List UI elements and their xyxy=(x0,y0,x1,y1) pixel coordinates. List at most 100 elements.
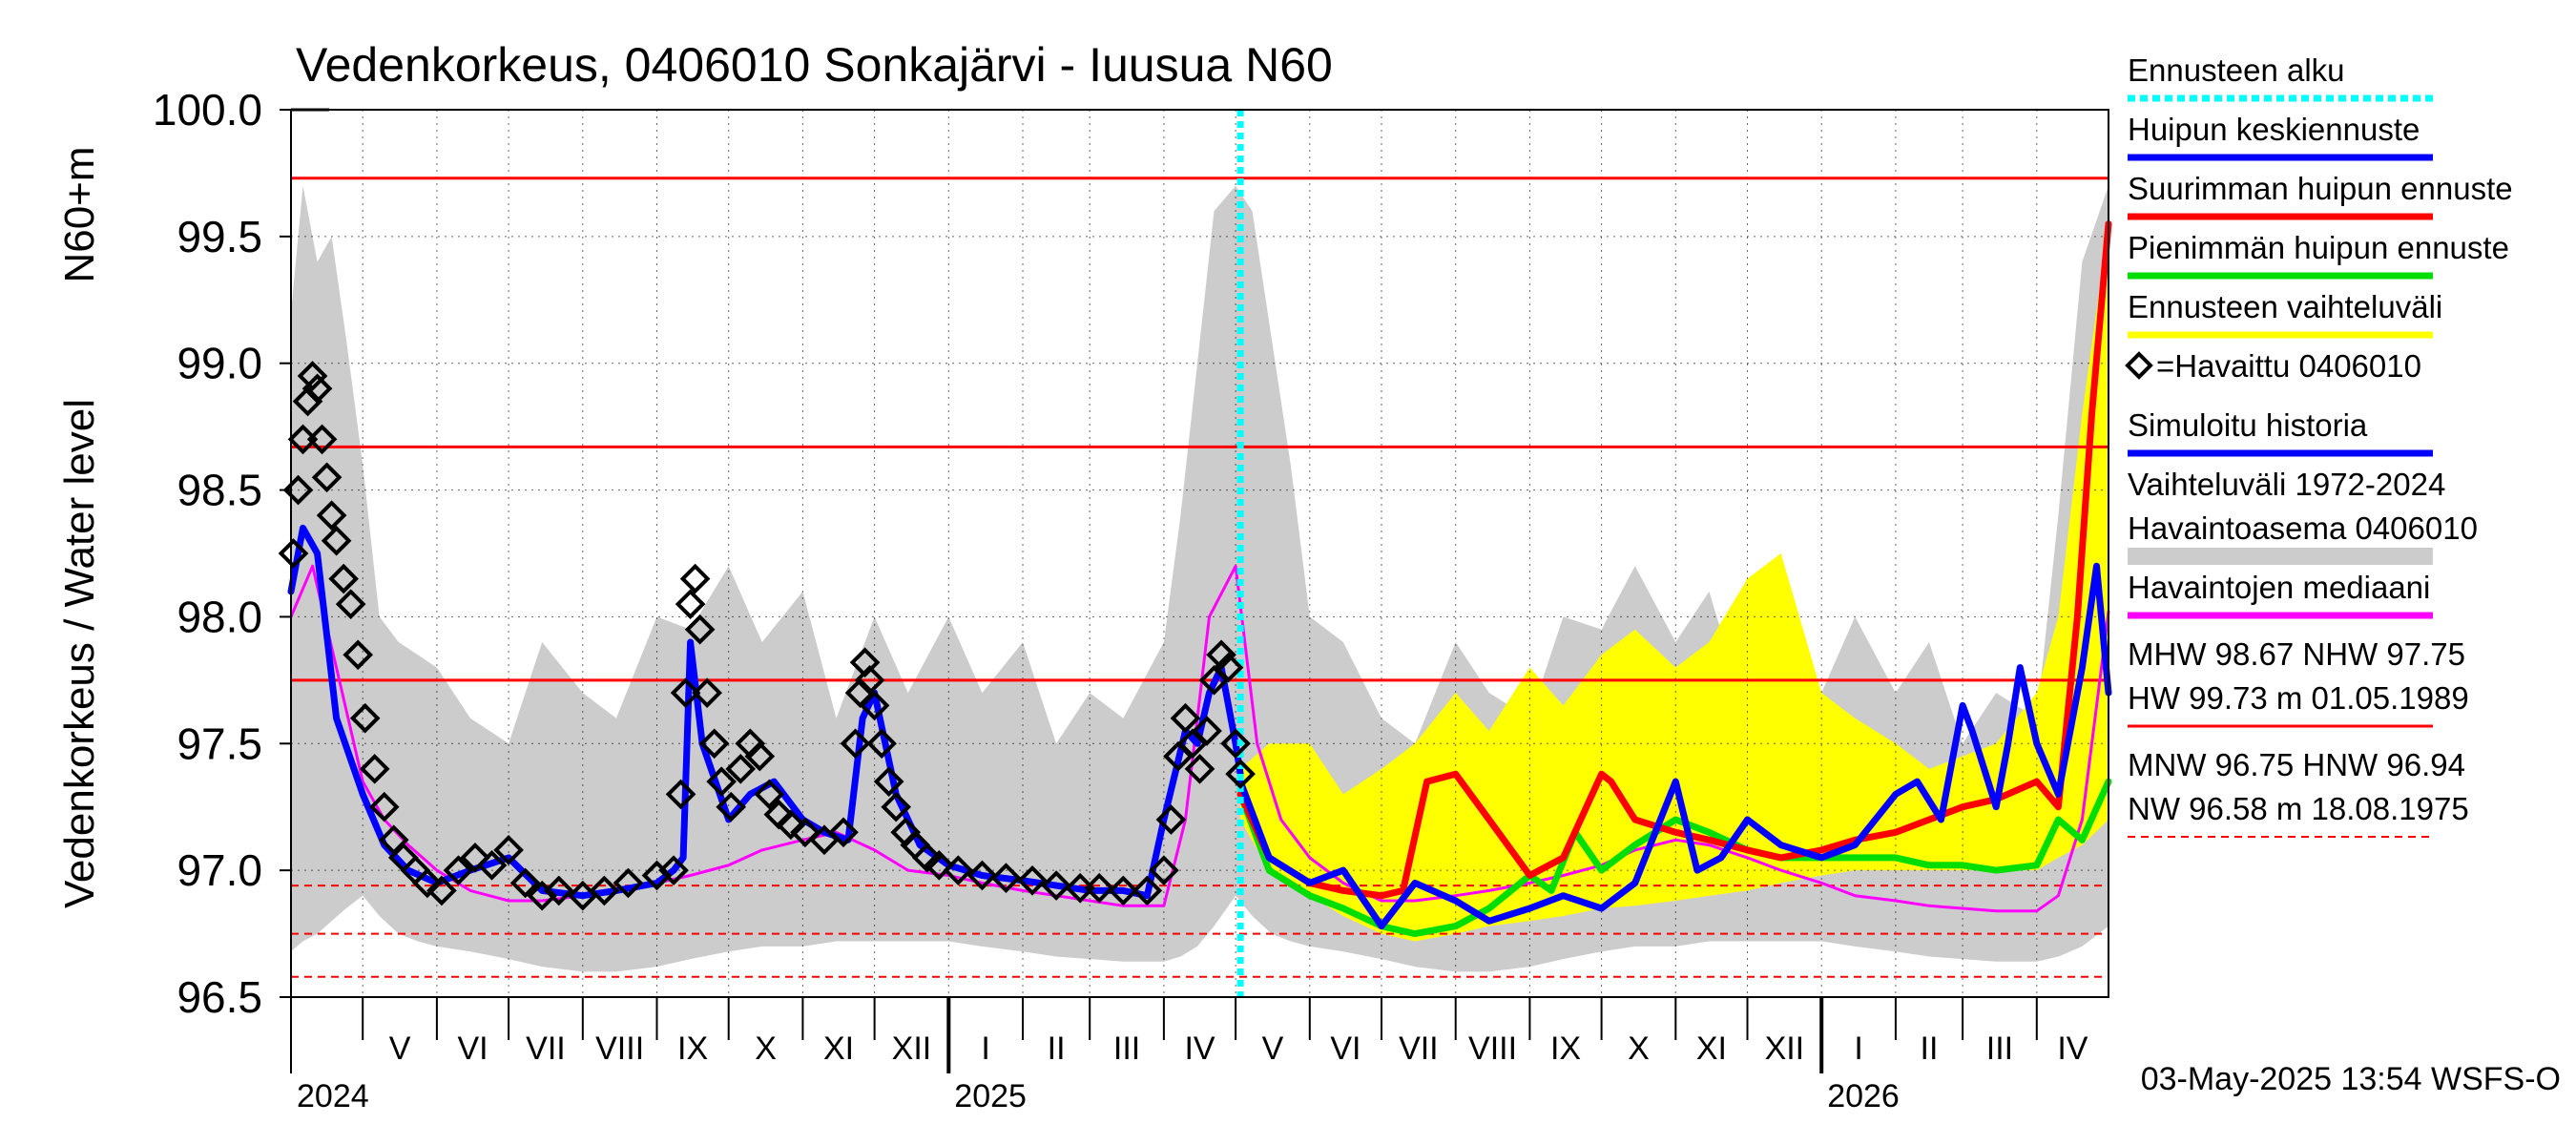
observed-marker xyxy=(911,843,943,873)
observed-marker xyxy=(754,779,785,810)
legend-label-ennusteen-alku: Ennusteen alku xyxy=(2128,52,2345,88)
observed-marker xyxy=(665,779,696,810)
observed-marker xyxy=(613,867,644,899)
observed-marker xyxy=(924,850,955,881)
observed-marker xyxy=(349,702,381,734)
month-label: II xyxy=(1048,1030,1066,1067)
observed-markers-layer xyxy=(278,361,1256,911)
legend-label-simuloitu-historia: Simuloitu historia xyxy=(2128,407,2368,443)
observed-marker xyxy=(359,754,390,784)
legend-label-havaittu-0406010: =Havaittu 0406010 xyxy=(2156,348,2421,384)
y-tick-label: 97.0 xyxy=(177,845,262,895)
legend-stat-label: MNW 96.75 HNW 96.94 xyxy=(2128,747,2465,782)
observed-marker xyxy=(460,843,490,873)
month-label: IV xyxy=(2057,1030,2088,1067)
observed-marker xyxy=(443,855,474,885)
observed-marker xyxy=(828,817,859,848)
month-label: VII xyxy=(526,1030,566,1067)
observed-marker xyxy=(706,766,737,797)
legend-label-havaintojen-mediaani: Havaintojen mediaani xyxy=(2128,570,2430,605)
y-tick-label: 99.0 xyxy=(177,339,262,388)
observed-marker xyxy=(368,791,400,822)
observed-marker xyxy=(684,614,716,645)
observed-marker xyxy=(840,728,871,760)
observed-marker xyxy=(1192,716,1222,746)
observed-marker xyxy=(943,855,974,885)
month-label: VII xyxy=(1399,1030,1439,1067)
year-label: 2024 xyxy=(297,1078,369,1114)
legend-stat-label: NW 96.58 m 18.08.1975 xyxy=(2128,791,2469,826)
legend-label-ennusteen-vaihteluva-li: Ennusteen vaihteluväli xyxy=(2128,289,2442,324)
observed-marker xyxy=(343,639,374,671)
observed-marker xyxy=(641,860,673,891)
observed-marker xyxy=(301,373,333,405)
observed-marker xyxy=(527,880,558,911)
month-label: VIII xyxy=(1468,1030,1517,1067)
month-label: IX xyxy=(1550,1030,1581,1067)
observed-marker xyxy=(675,589,706,619)
month-label: IV xyxy=(1184,1030,1215,1067)
observed-marker xyxy=(866,728,897,760)
series-line-suurimman-huipun-ennuste xyxy=(1236,220,2112,900)
legend-label-vaihteluva-li-1972-2024: Vaihteluväli 1972-2024 xyxy=(2128,467,2445,502)
legend-stat-label: HW 99.73 m 01.05.1989 xyxy=(2128,680,2469,716)
observed-marker xyxy=(1108,875,1139,906)
observed-marker xyxy=(1041,870,1071,901)
observed-marker xyxy=(1017,864,1048,896)
month-label: I xyxy=(1854,1030,1862,1067)
observed-marker xyxy=(776,809,806,841)
observed-marker xyxy=(1213,652,1244,683)
observed-marker xyxy=(1170,702,1201,734)
series-line-pienimma-n-huipun-ennuste xyxy=(1236,778,2112,938)
observed-marker xyxy=(509,867,541,899)
observed-marker xyxy=(873,766,904,797)
observed-marker xyxy=(543,875,574,906)
y-tick-label: 96.5 xyxy=(177,972,262,1022)
month-label: X xyxy=(755,1030,777,1067)
observed-marker xyxy=(966,860,998,891)
series-lines-layer xyxy=(287,110,2112,997)
observed-marker xyxy=(990,863,1022,893)
month-label: XII xyxy=(892,1030,932,1067)
y-tick-label: 98.0 xyxy=(177,592,262,641)
observed-marker xyxy=(1206,639,1236,671)
observed-marker xyxy=(1132,875,1163,906)
observed-marker xyxy=(1225,759,1256,789)
observed-marker xyxy=(881,791,911,822)
legend-label-pienimma-n-huipun-ennuste: Pienimmän huipun ennuste xyxy=(2128,230,2509,265)
observed-marker xyxy=(589,875,620,906)
observed-marker xyxy=(335,589,366,619)
legend: Ennusteen alku Huipun keskiennuste Suurimm… xyxy=(2125,52,2513,838)
observed-marker xyxy=(725,754,757,784)
series-line-huipun-keskiennuste xyxy=(1236,562,2112,930)
month-label: V xyxy=(1262,1030,1284,1067)
observed-marker xyxy=(328,563,359,594)
observed-marker xyxy=(698,728,730,760)
month-label: XI xyxy=(823,1030,854,1067)
legend-symbol-marker xyxy=(2125,351,2153,380)
legend-label-huipun-keskiennuste: Huipun keskiennuste xyxy=(2128,112,2420,147)
month-label: X xyxy=(1628,1030,1650,1067)
observed-marker xyxy=(1184,754,1215,784)
observed-marker xyxy=(282,474,314,506)
month-label: VI xyxy=(457,1030,488,1067)
observed-marker xyxy=(493,835,524,865)
observed-marker xyxy=(426,875,457,906)
observed-marker xyxy=(744,740,776,772)
observed-marker xyxy=(854,665,885,696)
observed-marker xyxy=(306,424,338,455)
legend-label-suurimman-huipun-ennuste: Suurimman huipun ennuste xyxy=(2128,171,2513,206)
observed-marker xyxy=(692,677,722,708)
month-label: III xyxy=(1113,1030,1140,1067)
observed-marker xyxy=(1084,872,1115,904)
y-tick-label: 98.5 xyxy=(177,466,262,515)
y-tick-label: 99.5 xyxy=(177,212,262,261)
observed-marker xyxy=(311,462,343,493)
month-label: VI xyxy=(1330,1030,1361,1067)
month-label: VIII xyxy=(595,1030,644,1067)
observed-marker xyxy=(859,690,890,721)
band-ennusteen-vaihteluva-li xyxy=(1240,223,2109,942)
observed-marker xyxy=(1155,804,1187,835)
observed-marker xyxy=(658,855,689,885)
year-label: 2025 xyxy=(954,1078,1027,1114)
